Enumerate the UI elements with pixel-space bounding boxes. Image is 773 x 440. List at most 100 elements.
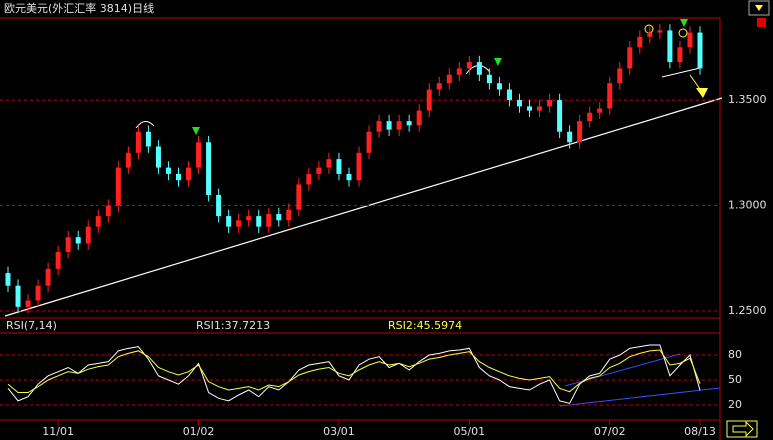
candle-body xyxy=(587,112,593,122)
x-tick-label: 03/01 xyxy=(323,425,355,438)
x-tick-label: 01/02 xyxy=(183,425,215,438)
candle-body xyxy=(396,121,402,130)
candle-body xyxy=(306,173,312,185)
candle-body xyxy=(75,237,81,244)
candle-body xyxy=(326,159,332,168)
candle-body xyxy=(65,237,71,252)
candle-body xyxy=(466,62,472,69)
x-tick-label: 05/01 xyxy=(453,425,485,438)
scroll-icon xyxy=(755,5,763,11)
candle-body xyxy=(346,173,352,181)
candle-body xyxy=(135,131,141,153)
candle-body xyxy=(216,195,222,217)
candle-body xyxy=(356,152,362,181)
candle-body xyxy=(316,167,322,174)
x-tick-label: 11/01 xyxy=(42,425,74,438)
candle-body xyxy=(647,32,653,37)
peak-marker xyxy=(192,127,200,135)
candle-body xyxy=(15,285,21,307)
candle-body xyxy=(186,167,192,181)
candle-body xyxy=(196,142,202,168)
legend-entry: RSI1:37.7213 xyxy=(196,319,270,332)
candle-body xyxy=(296,184,302,210)
candle-body xyxy=(266,213,272,227)
peak-marker xyxy=(680,19,688,27)
candle-body xyxy=(105,205,111,217)
y-tick-label: 1.3000 xyxy=(728,199,767,212)
candle-body xyxy=(567,131,573,143)
candle-body xyxy=(506,89,512,101)
candle-body xyxy=(627,47,633,69)
candle-body xyxy=(336,159,342,174)
y-tick-label: 50 xyxy=(728,373,742,386)
candle-body xyxy=(25,300,31,307)
next-icon xyxy=(732,420,754,438)
candle-body xyxy=(165,167,171,174)
trend-line xyxy=(4,97,723,317)
trend-line xyxy=(661,67,701,78)
candle-body xyxy=(557,100,563,132)
candle-body xyxy=(677,47,683,63)
candle-body xyxy=(386,121,392,130)
candle-body xyxy=(687,32,693,48)
x-tick-label: 07/02 xyxy=(594,425,626,438)
candle-body xyxy=(226,216,232,227)
candle-body xyxy=(476,62,482,75)
legend-entry: RSI2:45.5974 xyxy=(388,319,462,332)
candle-body xyxy=(175,173,181,181)
candle-body xyxy=(376,121,382,132)
candle-body xyxy=(577,121,583,143)
y-tick-label: 1.3500 xyxy=(728,93,767,106)
y-tick-label: 80 xyxy=(728,348,742,361)
corner-marker xyxy=(757,18,766,27)
candle-body xyxy=(617,68,623,84)
candle-body xyxy=(85,226,91,244)
candle-body xyxy=(416,110,422,126)
candle-body xyxy=(55,251,61,269)
candle-body xyxy=(547,100,553,107)
candle-body xyxy=(426,89,432,111)
candle-body xyxy=(456,68,462,75)
candle-body xyxy=(496,83,502,90)
candle-body xyxy=(527,106,533,111)
rsi-trend-line xyxy=(559,387,721,407)
candle-body xyxy=(597,108,603,113)
candle-body xyxy=(206,142,212,196)
candle-body xyxy=(286,209,292,221)
candle-body xyxy=(607,83,613,109)
x-tick-label: 08/13 xyxy=(684,425,716,438)
candle-body xyxy=(236,220,242,227)
candle-body xyxy=(5,273,11,286)
candle-body xyxy=(657,30,663,33)
candle-body xyxy=(256,216,262,227)
candle-body xyxy=(276,213,282,221)
top-circle xyxy=(678,28,688,38)
candle-body xyxy=(366,131,372,153)
candle-body xyxy=(246,216,252,221)
candle-body xyxy=(446,74,452,84)
candle-body xyxy=(115,167,121,206)
chart-title: 欧元美元(外汇汇率 3814)日线 xyxy=(4,1,154,15)
candle-body xyxy=(95,216,101,227)
candle-body xyxy=(486,74,492,84)
candle-body xyxy=(637,36,643,48)
candle-body xyxy=(35,285,41,301)
candle-body xyxy=(697,32,703,69)
candle-body xyxy=(125,152,131,168)
candle-body xyxy=(145,131,151,147)
candle-body xyxy=(45,268,51,286)
candle-body xyxy=(516,100,522,107)
rsi-line xyxy=(7,349,701,393)
candle-body xyxy=(406,121,412,126)
y-tick-label: 1.2500 xyxy=(728,304,767,317)
candle-body xyxy=(436,83,442,90)
top-arc xyxy=(135,121,155,129)
candle-body xyxy=(155,146,161,168)
peak-marker xyxy=(494,58,502,66)
y-tick-label: 20 xyxy=(728,398,742,411)
arrow-marker xyxy=(696,88,708,98)
candle-body xyxy=(667,30,673,63)
arrow-marker xyxy=(689,74,703,93)
